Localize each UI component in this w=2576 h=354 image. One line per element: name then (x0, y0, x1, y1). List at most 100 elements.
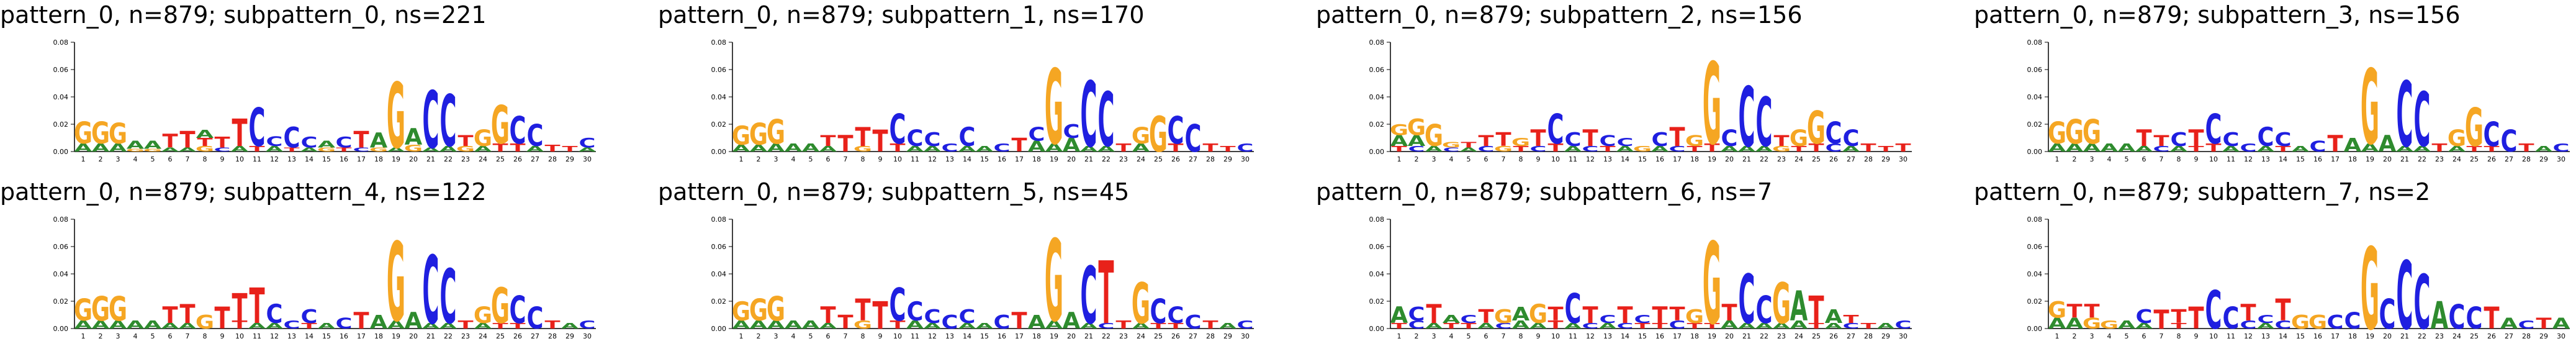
logo-letter-G: G (1685, 132, 1704, 150)
x-tick-label: 12 (2244, 155, 2253, 163)
logo-letter-A: A (405, 124, 423, 150)
x-tick-label: 17 (357, 332, 366, 340)
logo-letter-G: G (1425, 119, 1443, 153)
logo-letter-C: C (1097, 322, 1114, 330)
logo-letter-A: A (387, 318, 405, 331)
x-tick-label: 20 (1067, 155, 1076, 163)
logo-letter-A: A (1080, 322, 1099, 330)
x-tick-label: 20 (1725, 332, 1734, 340)
logo-letter-T: T (510, 322, 526, 330)
logo-letter-C: C (2448, 297, 2465, 337)
y-tick-label: 0.02 (53, 297, 69, 306)
logo-letter-A: A (819, 322, 838, 330)
logo-letter-T: T (1011, 134, 1027, 156)
x-tick-label: 22 (1102, 332, 1110, 340)
logo-letter-C: C (941, 311, 958, 333)
logo-letter-A: A (1390, 132, 1408, 150)
logo-letter-C: C (1842, 322, 1859, 330)
logo-letter-A: A (767, 318, 785, 331)
x-tick-label: 5 (151, 332, 155, 340)
logo-letter-C: C (2170, 129, 2187, 150)
logo-letter-T: T (855, 122, 870, 153)
x-tick-label: 17 (1673, 332, 1682, 340)
logo-letter-G: G (474, 125, 492, 152)
logo-letter-C: C (422, 236, 439, 345)
x-tick-label: 8 (1519, 155, 1523, 163)
x-tick-label: 3 (2090, 332, 2094, 340)
logo-letter-T: T (2240, 299, 2256, 326)
x-tick-label: 25 (1812, 155, 1821, 163)
logo-letter-T: T (2153, 132, 2169, 150)
logo-letter-G: G (387, 64, 405, 169)
x-tick-label: 10 (1551, 332, 1560, 340)
x-tick-label: 13 (1603, 332, 1612, 340)
logo-letter-T: T (284, 147, 300, 153)
logo-letter-C: C (2501, 124, 2518, 159)
logo-letter-A: A (802, 141, 820, 154)
logo-letter-A: A (1790, 318, 1808, 331)
logo-letter-T: T (2084, 301, 2099, 322)
logo-letter-T: T (2518, 141, 2534, 154)
logo-letter-C: C (1236, 141, 1253, 154)
logo-letter-T: T (301, 322, 317, 330)
logo-letter-C: C (300, 306, 317, 327)
x-tick-label: 27 (1847, 332, 1855, 340)
logo-letter-T: T (232, 286, 247, 329)
logo-letter-A: A (92, 141, 110, 154)
logo-letter-C: C (579, 135, 595, 151)
logo-letter-T: T (1808, 322, 1824, 330)
logo-letter-T: T (162, 302, 178, 329)
logo-letter-A: A (732, 143, 750, 154)
y-tick-label: 0.08 (2027, 216, 2043, 224)
logo-letter-G: G (2291, 311, 2310, 333)
logo-letter-C: C (283, 122, 300, 155)
logo-letter-T: T (1202, 318, 1218, 331)
logo-letter-A: A (74, 141, 92, 154)
x-tick-label: 14 (1621, 155, 1629, 163)
x-tick-label: 21 (2400, 155, 2409, 163)
logo-letter-T: T (1843, 312, 1858, 325)
logo-letter-G: G (1703, 39, 1721, 170)
logo-letter-A: A (2048, 141, 2066, 154)
logo-letter-T: T (1115, 318, 1131, 331)
logo-letter-A: A (819, 145, 838, 153)
y-tick-label: 0.08 (711, 39, 727, 47)
x-tick-label: 10 (2209, 155, 2218, 163)
logo-letter-A: A (2292, 145, 2310, 153)
logo-letter-A: A (1132, 141, 1150, 154)
x-tick-label: 7 (844, 155, 848, 163)
logo-panel: pattern_0, n=879; subpattern_5, ns=45 0.0… (658, 177, 1279, 354)
logo-letter-T: T (2327, 130, 2343, 157)
x-tick-label: 10 (893, 332, 902, 340)
x-tick-label: 28 (1864, 332, 1873, 340)
logo-letter-A: A (144, 318, 162, 331)
logo-letter-C: C (2379, 290, 2395, 338)
logo-letter-A: A (1721, 145, 1739, 153)
logo-letter-A: A (1408, 132, 1425, 150)
logo-letter-A: A (1097, 145, 1116, 153)
logo-letter-T: T (1391, 322, 1407, 330)
logo-letter-A: A (2535, 145, 2554, 153)
x-tick-label: 19 (1708, 155, 1716, 163)
logo-letter-A: A (561, 322, 580, 330)
x-tick-label: 2 (99, 332, 103, 340)
logo-letter-G: G (1685, 306, 1704, 327)
logo-letter-G: G (1511, 135, 1530, 148)
x-tick-label: 24 (1137, 155, 1145, 163)
x-tick-label: 8 (861, 332, 865, 340)
panel-title: pattern_0, n=879; subpattern_6, ns=7 (1316, 178, 1773, 206)
logo-letter-A: A (2500, 315, 2518, 332)
logo-letter-A: A (1132, 322, 1151, 330)
x-tick-label: 14 (305, 332, 313, 340)
logo-letter-A: A (300, 147, 318, 153)
x-tick-label: 1 (81, 332, 86, 340)
x-tick-label: 6 (826, 155, 831, 163)
x-tick-label: 25 (2470, 332, 2479, 340)
x-tick-label: 19 (1050, 332, 1058, 340)
x-tick-label: 1 (2055, 155, 2060, 163)
logo-letter-C: C (2466, 301, 2483, 336)
logo-letter-A: A (526, 145, 545, 153)
x-tick-label: 30 (583, 332, 592, 340)
logo-letter-A: A (1564, 322, 1583, 330)
